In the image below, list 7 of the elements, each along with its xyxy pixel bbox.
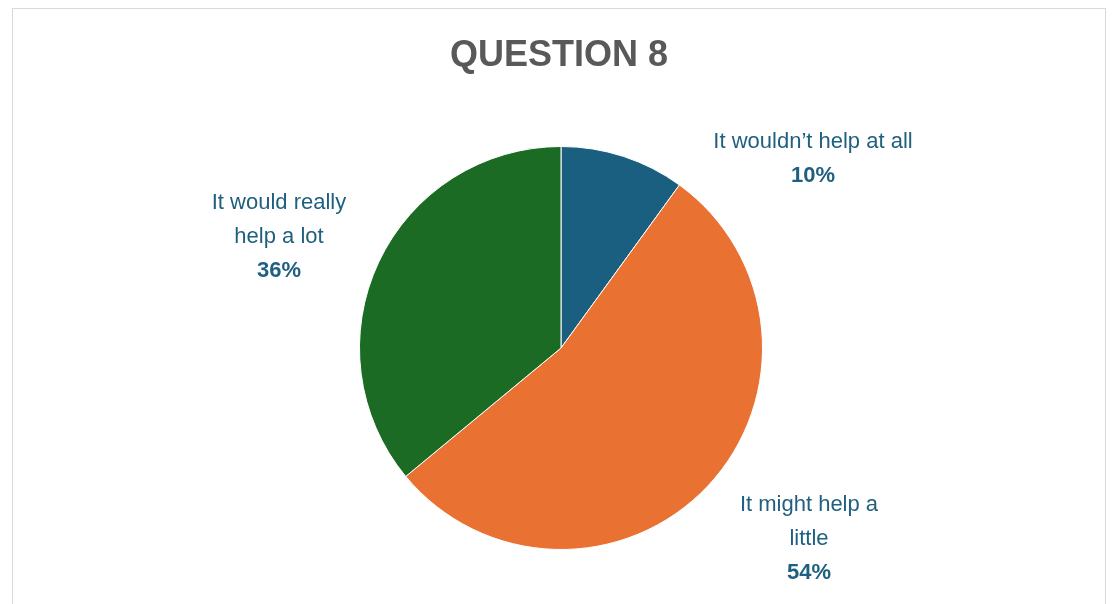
data-label: 10% [790, 162, 836, 188]
slice-label: It wouldn’t help at all [713, 128, 913, 154]
chart-title: QUESTION 8 [449, 32, 669, 74]
data-label: 54% [786, 559, 832, 585]
data-label: 36% [256, 257, 302, 283]
slice-label: It might help a little [739, 491, 879, 551]
slice-label: It would really help a lot [211, 189, 347, 249]
